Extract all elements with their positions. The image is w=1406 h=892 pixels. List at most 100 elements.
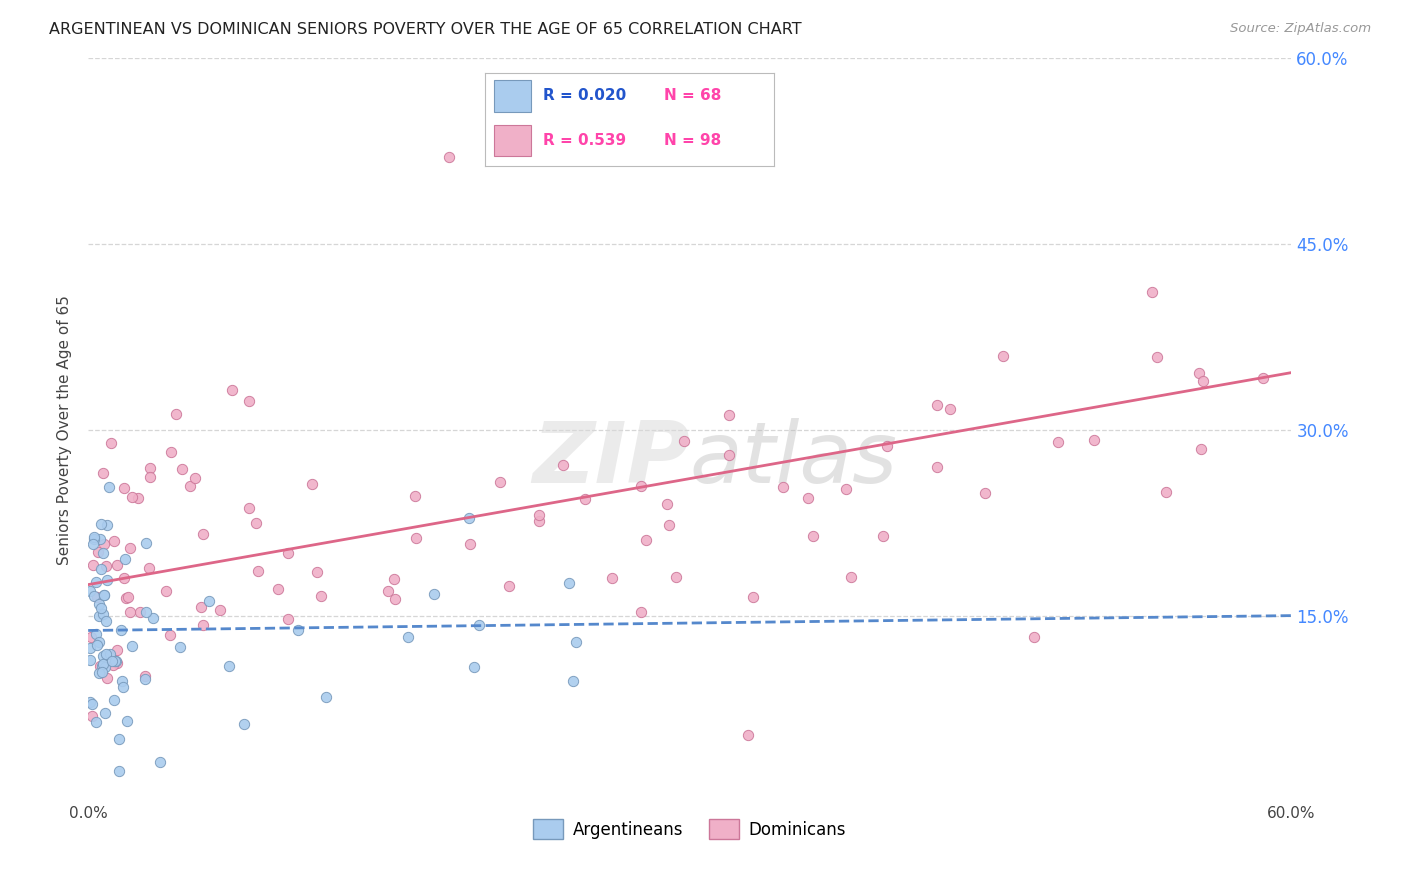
Point xyxy=(527,508,550,523)
Point xyxy=(96,671,118,685)
Y-axis label: Seniors Poverty Over the Age of 65: Seniors Poverty Over the Age of 65 xyxy=(58,294,72,565)
Point xyxy=(93,537,115,551)
Point xyxy=(396,630,419,644)
Point xyxy=(1083,434,1105,448)
Point xyxy=(876,439,898,453)
Point xyxy=(377,584,399,599)
Point xyxy=(551,458,574,473)
Point xyxy=(630,605,652,619)
Point xyxy=(86,638,108,652)
Point xyxy=(114,591,136,606)
Point xyxy=(772,480,794,494)
Point xyxy=(382,572,405,586)
Point xyxy=(86,545,108,559)
Point xyxy=(90,600,112,615)
Point xyxy=(94,706,117,720)
Point xyxy=(83,532,105,546)
Point xyxy=(91,659,114,673)
Point xyxy=(118,541,141,555)
Point xyxy=(267,582,290,596)
Point xyxy=(1251,371,1274,385)
Point xyxy=(91,648,114,663)
Point xyxy=(93,588,115,602)
Point xyxy=(82,558,104,572)
Point xyxy=(79,640,101,655)
Point xyxy=(155,584,177,599)
Point xyxy=(82,537,104,551)
Point xyxy=(458,537,481,551)
Point xyxy=(91,607,114,622)
Legend: Argentineans, Dominicans: Argentineans, Dominicans xyxy=(527,813,853,846)
Point xyxy=(80,709,103,723)
Point xyxy=(110,674,132,689)
Text: ZIP: ZIP xyxy=(533,417,690,501)
Point xyxy=(97,480,120,494)
Point xyxy=(107,732,129,747)
Point xyxy=(149,755,172,769)
Point xyxy=(159,628,181,642)
Point xyxy=(112,680,135,694)
Point xyxy=(101,657,124,672)
Point xyxy=(315,690,337,704)
Point xyxy=(468,618,491,632)
Point xyxy=(927,460,949,475)
Point xyxy=(238,394,260,409)
Point xyxy=(98,647,121,661)
Point xyxy=(527,514,550,528)
Point xyxy=(117,714,139,729)
Point xyxy=(80,630,103,644)
Point xyxy=(135,535,157,549)
Point xyxy=(600,571,623,585)
Point xyxy=(89,597,111,611)
Point xyxy=(79,584,101,599)
Point xyxy=(91,466,114,480)
Point xyxy=(221,384,243,398)
Point xyxy=(79,653,101,667)
Point xyxy=(89,608,111,623)
Point xyxy=(218,659,240,673)
Point xyxy=(138,560,160,574)
Point xyxy=(665,570,688,584)
Point xyxy=(801,529,824,543)
Point xyxy=(287,624,309,638)
Point xyxy=(94,660,117,674)
Point xyxy=(658,518,681,533)
Point xyxy=(489,475,512,490)
Point xyxy=(96,518,118,533)
Point xyxy=(574,491,596,506)
Point xyxy=(84,715,107,730)
Point xyxy=(301,476,323,491)
Point xyxy=(498,579,520,593)
Point xyxy=(87,635,110,649)
Point xyxy=(198,594,221,608)
Point xyxy=(405,531,427,545)
Point xyxy=(938,401,960,416)
Point xyxy=(742,590,765,604)
Point xyxy=(1046,434,1069,449)
Point xyxy=(209,603,232,617)
Point xyxy=(103,693,125,707)
Point xyxy=(112,571,135,585)
Point xyxy=(277,545,299,559)
Point xyxy=(83,590,105,604)
Point xyxy=(86,626,108,640)
Point xyxy=(90,562,112,576)
Point xyxy=(1191,374,1213,388)
Point xyxy=(118,605,141,619)
Point xyxy=(93,588,115,602)
Point xyxy=(91,657,114,672)
Point xyxy=(107,656,129,670)
Point xyxy=(94,648,117,662)
Point xyxy=(169,640,191,654)
Point xyxy=(114,552,136,566)
Point xyxy=(839,570,862,584)
Point xyxy=(121,639,143,653)
Point xyxy=(717,409,740,423)
Point xyxy=(277,612,299,626)
Point xyxy=(100,436,122,450)
Point xyxy=(655,497,678,511)
Point xyxy=(87,666,110,681)
Point xyxy=(184,471,207,485)
Point xyxy=(114,481,136,495)
Point xyxy=(737,727,759,741)
